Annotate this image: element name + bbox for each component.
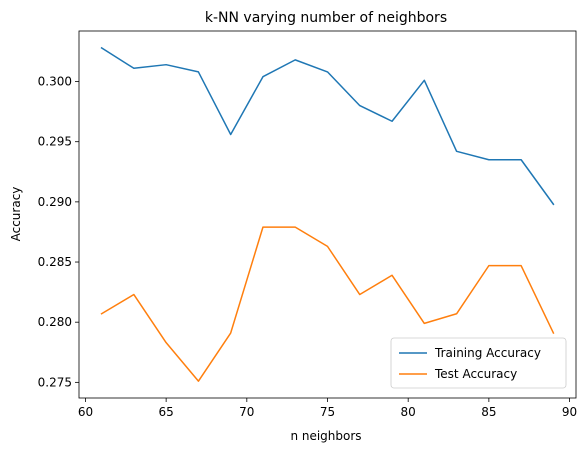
- chart-title: k-NN varying number of neighbors: [205, 10, 447, 26]
- x-tick-label: 65: [158, 405, 173, 419]
- y-tick-label: 0.280: [38, 315, 72, 329]
- y-tick-label: 0.290: [38, 195, 72, 209]
- legend-box: [390, 337, 567, 389]
- x-tick-label: 85: [481, 405, 496, 419]
- y-tick-label: 0.300: [38, 75, 72, 89]
- x-tick-label: 70: [239, 405, 254, 419]
- y-tick-label: 0.295: [38, 135, 72, 149]
- x-tick-label: 80: [401, 405, 416, 419]
- y-tick-label: 0.285: [38, 255, 72, 269]
- x-tick-label: 90: [562, 405, 577, 419]
- plot-area: 60 65 70 75 80 85 90 0.275 0.280 0.285 0.290 0.295 0…: [38, 30, 577, 419]
- legend-entry-label: Training Accuracy: [434, 346, 541, 360]
- x-tick-label: 60: [78, 405, 93, 419]
- legend-entry-label: Test Accuracy: [434, 367, 517, 381]
- y-axis-label: Accuracy: [9, 187, 23, 242]
- plot-frame: [78, 30, 577, 399]
- x-axis-label: n neighbors: [290, 429, 361, 443]
- series-line-training-accuracy: [100, 46, 555, 206]
- series-line-test-accuracy: [100, 226, 555, 382]
- y-tick-label: 0.275: [38, 375, 72, 389]
- x-tick-label: 75: [320, 405, 335, 419]
